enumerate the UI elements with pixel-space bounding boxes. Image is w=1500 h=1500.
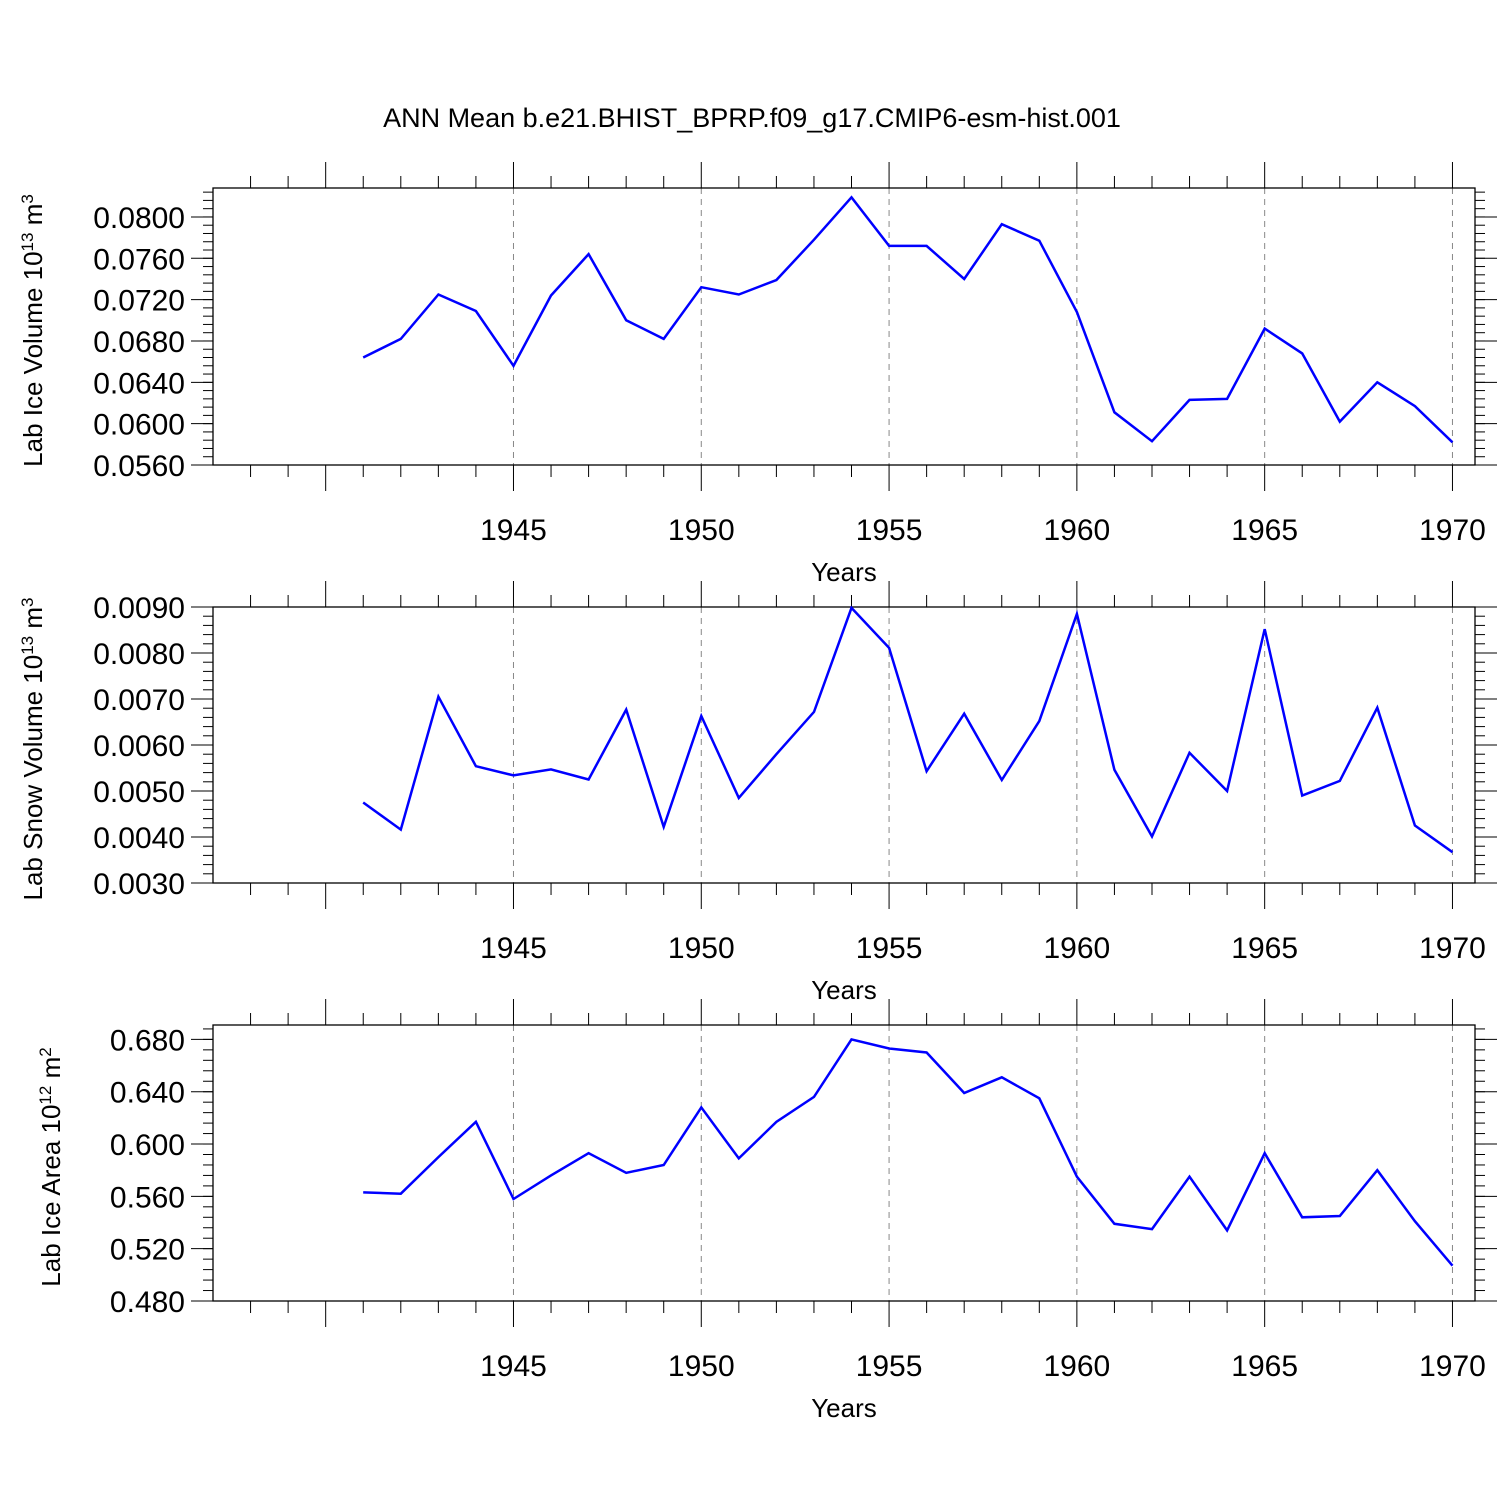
panel-3: 0.480 0.520 0.560 0.600 0.640 0.680 1945 1950 19… [36,999,1497,1423]
y-tick-label: 0.600 [110,1129,185,1162]
y-tick-label: 0.0600 [93,409,185,442]
y-axis-label-text: Lab Ice Volume 10 [18,251,48,466]
x-tick-label: 1960 [1043,932,1110,965]
plot-frame [212,187,1476,466]
x-tick-label: 1970 [1419,514,1486,547]
x-tick-label: 1970 [1419,932,1486,965]
x-tick-label: 1945 [480,514,547,547]
y-tick-label: 0.0050 [93,776,185,809]
y-tick-label: 0.0060 [93,730,185,763]
x-tick-label: 1950 [668,932,735,965]
y-axis-label-superscript: 12 [36,1086,55,1105]
y-axis-label: Lab Ice Volume 1013 m3 [18,194,48,467]
x-axis-label: Years [811,975,877,1005]
y-tick-label: 0.480 [110,1286,185,1319]
x-tick-label: 1955 [856,1350,923,1383]
y-tick-label: 0.0640 [93,367,185,400]
y-tick-label: 0.0680 [93,326,185,359]
y-tick-label: 0.680 [110,1024,185,1057]
x-axis-label: Years [811,1393,877,1423]
plot-frame [212,606,1476,884]
x-tick-label: 1960 [1043,1350,1110,1383]
y-tick-label: 0.0040 [93,822,185,855]
x-tick-label: 1950 [668,514,735,547]
x-axis-label: Years [811,557,877,587]
x-tick-label: 1965 [1231,932,1298,965]
x-tick-label: 1945 [480,932,547,965]
y-axis-label-superscript: 2 [36,1047,55,1056]
y-tick-label: 0.520 [110,1234,185,1267]
y-axis-label-text: Lab Snow Volume 10 [18,655,48,901]
y-tick-label: 0.0030 [93,868,185,901]
y-axis-label-superscript: 3 [18,597,37,606]
y-tick-label: 0.0760 [93,243,185,276]
y-axis-label-superscript: 13 [18,636,37,655]
x-tick-label: 1960 [1043,514,1110,547]
x-tick-label: 1955 [856,932,923,965]
y-tick-label: 0.560 [110,1181,185,1214]
y-tick-label: 0.0720 [93,285,185,318]
y-axis-label-superscript: 13 [18,233,37,252]
y-tick-label: 0.0070 [93,684,185,717]
y-axis-label-superscript: 3 [18,194,37,203]
y-axis-label-text: m [18,607,48,636]
y-axis-label-text: m [36,1057,66,1086]
y-tick-label: 0.0090 [93,592,185,625]
panel-2: 0.0030 0.0040 0.0050 0.0060 0.0070 0.0080 0.00… [18,581,1497,1005]
series-line [363,1037,1454,1267]
y-tick-label: 0.0800 [93,202,185,235]
y-axis-label: Lab Ice Area 1012 m2 [36,1047,66,1286]
y-axis-label-text: Lab Ice Area 10 [36,1105,66,1287]
panel-1: 0.0560 0.0600 0.0640 0.0680 0.0720 0.0760 0.08… [18,162,1497,587]
x-tick-label: 1965 [1231,1350,1298,1383]
x-tick-label: 1945 [480,1350,547,1383]
x-tick-label: 1970 [1419,1350,1486,1383]
x-tick-label: 1955 [856,514,923,547]
chart-title: ANN Mean b.e21.BHIST_BPRP.f09_g17.CMIP6-… [383,103,1121,133]
plot-frame [212,1024,1476,1302]
y-axis-label-text: m [18,204,48,233]
y-tick-label: 0.0080 [93,638,185,671]
y-tick-label: 0.640 [110,1077,185,1110]
x-tick-label: 1950 [668,1350,735,1383]
y-axis-label: Lab Snow Volume 1013 m3 [18,597,48,900]
y-tick-label: 0.0560 [93,450,185,483]
series-line [362,195,1454,444]
x-tick-label: 1965 [1231,514,1298,547]
series-line [362,605,1454,854]
